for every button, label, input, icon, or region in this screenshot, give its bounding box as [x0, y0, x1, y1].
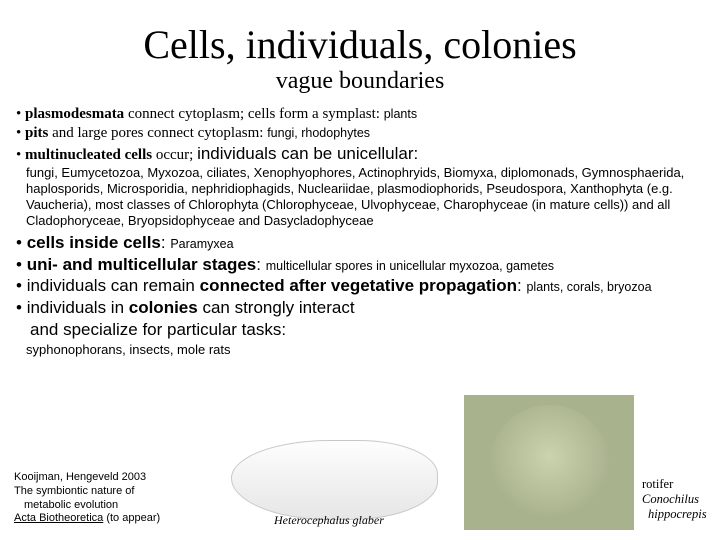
- reference-block: Kooijman, Hengeveld 2003 The symbiontic …: [14, 471, 160, 526]
- term-stages: uni- and multicellular stages: [27, 255, 257, 274]
- bullet-propagation: individuals can remain connected after v…: [12, 276, 708, 297]
- caption-rotifer: rotifer Conochilus hippocrepis: [642, 477, 707, 522]
- bullet-colonies: individuals in colonies can strongly int…: [12, 298, 708, 319]
- ref-journal: Acta Biotheoretica (to appear): [14, 512, 160, 526]
- ref-title-1: The symbiontic nature of: [14, 485, 160, 499]
- caption-molerat: Heterocephalus glaber: [274, 513, 384, 528]
- page-subtitle: vague boundaries: [12, 68, 708, 95]
- rotifer-line2: Conochilus: [642, 492, 699, 506]
- bullet-colonies-line2: and specialize for particular tasks:: [12, 320, 708, 341]
- term-pits: pits: [25, 125, 48, 141]
- molerat-sketch-icon: [231, 440, 438, 520]
- term-cells-inside: cells inside cells: [27, 233, 161, 252]
- term-plasmodesmata: plasmodesmata: [25, 106, 124, 122]
- rotifer-blob-icon: [490, 405, 609, 520]
- examples-line: syphonophorans, insects, mole rats: [12, 342, 708, 358]
- bullet-stages: uni- and multicellular stages: multicell…: [12, 255, 708, 276]
- term-connected: connected after vegetative propagation: [200, 276, 517, 295]
- bullet-multinucleated: multinucleated cells occur; individuals …: [12, 144, 708, 165]
- slide: Cells, individuals, colonies vague bound…: [0, 0, 720, 540]
- detail-list: fungi, Eumycetozoa, Myxozoa, ciliates, X…: [12, 165, 708, 228]
- image-rotifer: [464, 395, 634, 530]
- footer-region: Kooijman, Hengeveld 2003 The symbiontic …: [14, 420, 706, 530]
- bullet-cells-inside: cells inside cells: Paramyxea: [12, 233, 708, 254]
- rotifer-line1: rotifer: [642, 477, 673, 491]
- page-title: Cells, individuals, colonies: [12, 24, 708, 66]
- bullet-plasmodesmata: plasmodesmata connect cytoplasm; cells f…: [12, 105, 708, 123]
- ref-authors: Kooijman, Hengeveld 2003: [14, 471, 160, 485]
- term-multinucleated: multinucleated cells: [25, 147, 152, 163]
- body-text: plasmodesmata connect cytoplasm; cells f…: [12, 105, 708, 358]
- rotifer-line3: hippocrepis: [642, 507, 707, 521]
- bullet-pits: pits and large pores connect cytoplasm: …: [12, 124, 708, 142]
- ref-title-2: metabolic evolution: [14, 499, 160, 513]
- term-colonies: colonies: [129, 298, 198, 317]
